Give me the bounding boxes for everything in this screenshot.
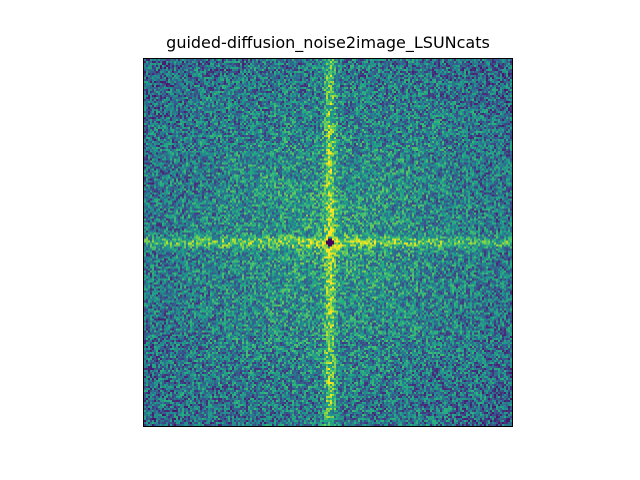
axes-frame [143,58,513,427]
spectrum-heatmap [144,59,512,426]
chart-title: guided-diffusion_noise2image_LSUNcats [166,33,490,52]
